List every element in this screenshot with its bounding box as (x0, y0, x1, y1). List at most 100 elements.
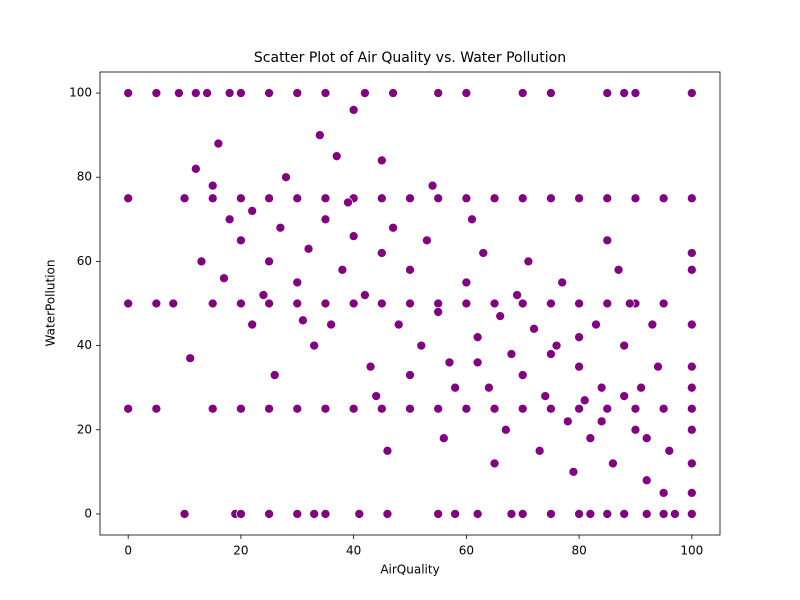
point (630, 424, 641, 435)
point (461, 298, 472, 309)
point (670, 509, 680, 519)
point (467, 214, 477, 225)
point (506, 509, 517, 519)
point (461, 403, 472, 414)
point (658, 403, 669, 414)
point (484, 382, 494, 393)
point (331, 151, 342, 162)
point (585, 433, 596, 444)
point (517, 88, 528, 98)
point (500, 424, 511, 435)
point (224, 214, 235, 225)
point (568, 467, 579, 477)
point (376, 298, 387, 309)
point (376, 403, 387, 414)
point (151, 88, 162, 98)
point (185, 353, 196, 364)
axes-frame (99, 71, 721, 536)
point (247, 206, 258, 216)
point (517, 403, 528, 414)
point (123, 403, 134, 414)
point (236, 235, 246, 246)
point (630, 193, 641, 204)
plot-area (123, 88, 697, 519)
point (506, 349, 517, 359)
point (264, 298, 274, 309)
y-tick-label: 0 (84, 506, 92, 520)
point (546, 509, 556, 519)
x-tick-label: 100 (680, 544, 703, 558)
x-axis-label: AirQuality (380, 563, 439, 577)
point (427, 180, 438, 191)
x-tick-label: 40 (346, 544, 361, 558)
point (596, 382, 607, 393)
chart-title: Scatter Plot of Air Quality vs. Water Po… (254, 50, 566, 66)
point (360, 290, 370, 300)
point (123, 298, 134, 309)
point (686, 319, 697, 330)
point (686, 88, 697, 98)
x-tick-label: 80 (571, 544, 586, 558)
point (551, 340, 562, 351)
point (686, 424, 697, 435)
point (376, 248, 387, 258)
x-tick-label: 20 (233, 544, 248, 558)
point (433, 298, 444, 309)
point (433, 88, 444, 98)
point (382, 509, 393, 519)
point (658, 488, 669, 498)
point (438, 433, 449, 444)
point (546, 193, 556, 204)
point (247, 319, 258, 330)
point (320, 298, 331, 309)
point (562, 416, 573, 427)
point (574, 403, 584, 414)
point (309, 340, 320, 351)
point (292, 298, 303, 309)
point (472, 332, 483, 343)
point (574, 298, 584, 309)
point (190, 88, 201, 98)
point (517, 193, 528, 204)
point (472, 509, 483, 519)
point (517, 370, 528, 380)
point (686, 488, 697, 498)
point (168, 298, 179, 309)
point (179, 193, 190, 204)
point (585, 509, 596, 519)
point (174, 88, 184, 98)
point (281, 172, 291, 183)
point (574, 193, 584, 204)
point (602, 298, 613, 309)
point (574, 509, 584, 519)
point (495, 311, 506, 321)
point (405, 264, 415, 275)
point (314, 130, 325, 140)
point (405, 403, 415, 414)
point (236, 403, 246, 414)
point (591, 319, 601, 330)
point (360, 88, 370, 98)
point (517, 509, 528, 519)
point (202, 88, 212, 98)
point (264, 403, 274, 414)
point (292, 88, 303, 98)
x-tick-label: 60 (459, 544, 474, 558)
point (602, 403, 613, 414)
point (190, 163, 201, 174)
point (546, 88, 556, 98)
point (512, 290, 522, 300)
point (489, 458, 500, 469)
point (393, 319, 404, 330)
point (686, 193, 697, 204)
y-axis-label: WaterPollution (44, 260, 58, 347)
point (196, 256, 207, 267)
point (382, 445, 393, 456)
point (619, 391, 630, 401)
point (686, 361, 697, 372)
point (686, 509, 697, 519)
point (236, 193, 246, 204)
y-tick-label: 60 (77, 254, 92, 268)
